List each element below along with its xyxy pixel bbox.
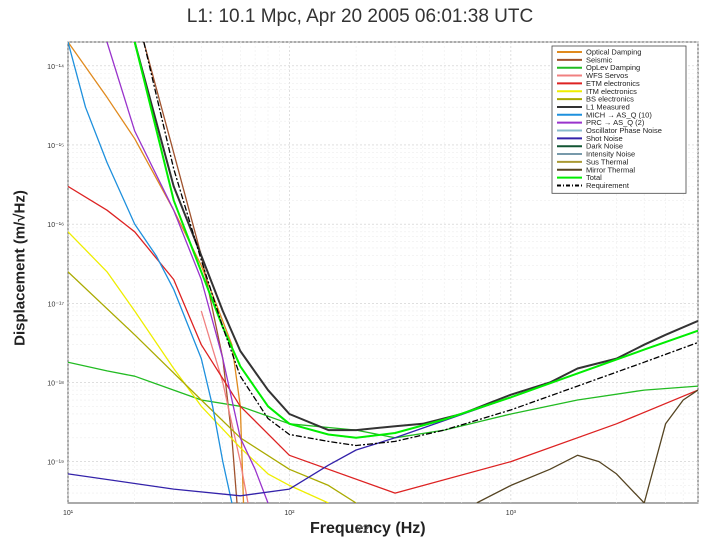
legend-label: Dark Noise <box>586 142 623 151</box>
legend-label: Seismic <box>586 55 613 64</box>
series-line-7 <box>133 42 698 432</box>
y-tick-label: 10⁻¹⁵ <box>47 143 64 150</box>
series-line-8 <box>68 42 233 503</box>
legend-label: Sus Thermal <box>586 157 629 166</box>
legend-label: OpLev Damping <box>586 63 640 72</box>
series-line-16 <box>133 42 698 439</box>
page-number: 22 <box>356 522 370 536</box>
legend-label: ITM electronics <box>586 87 637 96</box>
legend-label: L1 Measured <box>586 102 630 111</box>
legend-label: Intensity Noise <box>586 150 635 159</box>
x-axis-label: Frequency (Hz) <box>310 520 426 537</box>
y-tick-label: 10⁻¹⁶ <box>47 222 64 229</box>
legend-label: WFS Servos <box>586 71 628 80</box>
legend-label: BS electronics <box>586 95 634 104</box>
series-line-9 <box>106 42 269 503</box>
x-tick-label: 10³ <box>506 510 517 517</box>
y-tick-label: 10⁻¹⁷ <box>48 301 65 308</box>
legend-label: Total <box>586 173 602 182</box>
legend-label: Shot Noise <box>586 134 623 143</box>
series-line-17 <box>143 42 698 447</box>
legend-label: ETM electronics <box>586 79 640 88</box>
series-lines <box>68 42 698 503</box>
series-line-15 <box>476 389 698 503</box>
legend-label: PRC → AS_Q (2) <box>586 118 645 127</box>
series-line-5 <box>68 231 329 503</box>
x-tick-label: 10¹ <box>63 510 74 517</box>
y-tick-label: 10⁻¹⁹ <box>47 460 64 467</box>
series-line-3 <box>200 310 249 503</box>
legend-label: MICH → AS_Q (10) <box>586 110 652 119</box>
legend-label: Mirror Thermal <box>586 165 635 174</box>
legend-label: Optical Damping <box>586 48 641 57</box>
legend-label: Requirement <box>586 181 630 190</box>
y-tick-label: 10⁻¹⁴ <box>47 64 64 71</box>
series-line-4 <box>68 185 698 494</box>
tick-labels: 10¹ 10² 10³ 10⁻¹⁴ 10⁻¹⁵ 10⁻¹⁶ 10⁻¹⁷ 10⁻¹⁸ 10⁻¹⁹ <box>47 64 516 517</box>
x-tick-label: 10² <box>284 510 295 517</box>
y-tick-label: 10⁻¹⁸ <box>47 380 64 387</box>
chart-title: L1: 10.1 Mpc, Apr 20 2005 06:01:38 UTC <box>186 6 534 27</box>
series-line-1 <box>143 42 238 503</box>
legend-label: Oscillator Phase Noise <box>586 126 662 135</box>
